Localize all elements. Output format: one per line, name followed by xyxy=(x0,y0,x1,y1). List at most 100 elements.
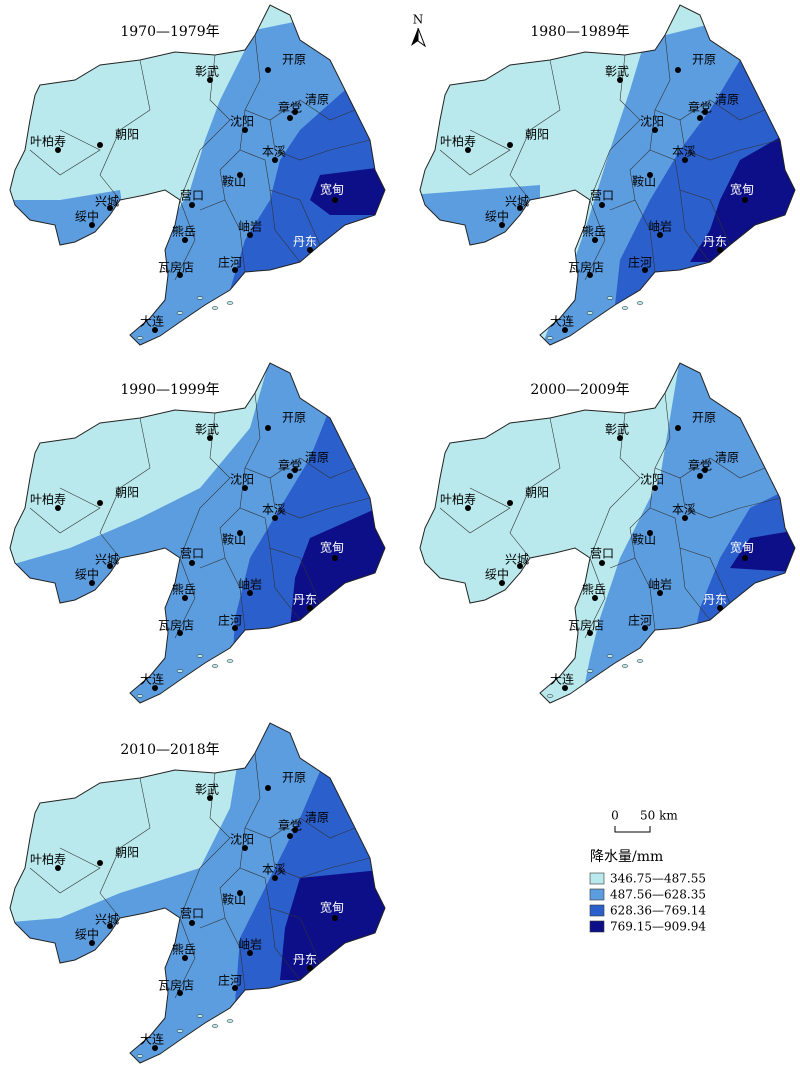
island xyxy=(636,301,644,305)
city-dot xyxy=(272,515,278,521)
island xyxy=(606,296,614,300)
city-dot xyxy=(55,505,61,511)
city-dot xyxy=(55,865,61,871)
city-label: 本溪 xyxy=(262,863,286,877)
county-border xyxy=(269,119,371,161)
city-label: 大连 xyxy=(550,314,574,329)
city-label: 岫岩 xyxy=(648,219,672,234)
island xyxy=(176,311,184,315)
island xyxy=(546,336,554,340)
city-label: 瓦房店 xyxy=(568,618,604,633)
city-label: 兴城 xyxy=(95,195,119,209)
county-border xyxy=(174,557,196,639)
city-label: 营口 xyxy=(590,547,614,561)
city-dot xyxy=(237,172,243,178)
city-label: 庄河 xyxy=(218,613,242,628)
city-label: 丹东 xyxy=(703,235,727,249)
city-label: 丹东 xyxy=(703,593,727,607)
city-label: 大连 xyxy=(550,672,574,687)
scale-distance: 50 km xyxy=(640,809,678,823)
city-dot xyxy=(587,272,593,278)
city-label: 丹东 xyxy=(293,593,317,607)
legend-swatch xyxy=(589,904,605,917)
city-label: 宽甸 xyxy=(320,540,344,555)
city-label: 叶柏寿 xyxy=(440,492,476,507)
province-outline xyxy=(419,4,796,346)
city-label: 岫岩 xyxy=(648,577,672,592)
city-label: 朝阳 xyxy=(525,486,549,500)
city-dot xyxy=(232,625,238,631)
city-dot xyxy=(717,247,723,253)
legend: 346.75—487.55 487.56—628.35 628.36—769.14 7… xyxy=(589,872,706,934)
city-dot xyxy=(189,202,195,208)
county-border xyxy=(29,129,101,176)
island xyxy=(211,306,219,310)
province-outline xyxy=(9,4,386,346)
city-label: 彰武 xyxy=(195,422,219,437)
city-dot xyxy=(182,955,188,961)
city-dot xyxy=(287,115,293,121)
city-dot xyxy=(499,222,505,228)
city-dot xyxy=(152,1045,158,1051)
city-label: 绥中 xyxy=(75,567,99,582)
city-dot xyxy=(97,500,103,506)
city-dot xyxy=(499,580,505,586)
city-dot xyxy=(292,827,298,833)
county-border xyxy=(179,54,231,201)
city-dot xyxy=(152,685,158,691)
city-dot xyxy=(599,560,605,566)
city-label: 清原 xyxy=(305,93,329,107)
city-label: 清原 xyxy=(305,811,329,825)
city-label: 宽甸 xyxy=(730,182,754,197)
island xyxy=(196,296,204,300)
city-label: 本溪 xyxy=(672,503,696,517)
county-border xyxy=(269,477,371,519)
city-label: 绥中 xyxy=(75,927,99,942)
city-label: 本溪 xyxy=(262,503,286,517)
city-dot xyxy=(307,965,313,971)
city-label: 彰武 xyxy=(605,64,629,79)
city-dot xyxy=(247,950,253,956)
island xyxy=(226,659,234,663)
city-dot xyxy=(675,67,681,73)
city-label: 章党 xyxy=(278,100,302,115)
city-dot xyxy=(247,232,253,238)
scale-bar: 0 50 km xyxy=(611,809,678,833)
city-label: 岫岩 xyxy=(238,219,262,234)
city-label: 瓦房店 xyxy=(158,978,194,993)
city-dot xyxy=(207,435,213,441)
city-dot xyxy=(592,237,598,243)
county-border xyxy=(224,557,246,631)
county-border xyxy=(584,199,606,281)
city-dot xyxy=(675,425,681,431)
scale-zero: 0 xyxy=(611,809,619,823)
city-label: 绥中 xyxy=(485,209,509,224)
county-border xyxy=(679,477,781,519)
city-dot xyxy=(682,157,688,163)
city-label: 岫岩 xyxy=(238,937,262,952)
county-border xyxy=(269,907,301,981)
city-label: 兴城 xyxy=(505,553,529,567)
city-label: 清原 xyxy=(715,451,739,465)
city-dot xyxy=(332,555,338,561)
city-dot xyxy=(697,473,703,479)
county-border xyxy=(179,772,231,919)
island xyxy=(196,654,204,658)
city-label: 兴城 xyxy=(95,913,119,927)
legend-label: 628.36—769.14 xyxy=(610,904,706,918)
province-outline xyxy=(9,362,386,704)
county-border xyxy=(589,412,641,559)
city-dot xyxy=(307,247,313,253)
city-dot xyxy=(177,272,183,278)
city-dot xyxy=(332,197,338,203)
city-label: 叶柏寿 xyxy=(440,134,476,149)
city-dot xyxy=(697,115,703,121)
county-border xyxy=(174,917,196,999)
city-label: 熊岳 xyxy=(172,582,196,597)
city-label: 开原 xyxy=(692,53,716,67)
city-label: 鞍山 xyxy=(222,532,246,547)
city-dot xyxy=(292,109,298,115)
island xyxy=(211,1024,219,1028)
city-label: 沈阳 xyxy=(230,832,254,847)
